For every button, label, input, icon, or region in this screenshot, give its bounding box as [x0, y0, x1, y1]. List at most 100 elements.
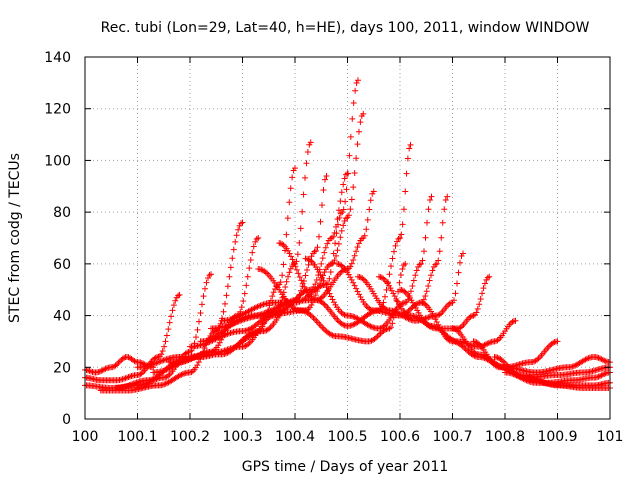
data-point: [179, 371, 186, 378]
data-point: [287, 185, 294, 192]
x-tick-labels: 100 100.1 100.2 100.3 100.4 100.5 100.6 100.7 10…: [72, 429, 624, 445]
data-point: [322, 244, 329, 251]
data-point: [126, 382, 133, 389]
data-point: [386, 271, 393, 278]
data-point: [395, 235, 402, 242]
data-point: [152, 354, 159, 361]
data-point: [292, 165, 298, 172]
data-point: [196, 318, 202, 325]
data-point: [332, 240, 339, 247]
data-point: [274, 304, 281, 311]
data-point: [350, 321, 357, 328]
data-point: [167, 364, 174, 371]
data-point: [318, 260, 325, 267]
data-point: [297, 225, 304, 232]
data-point: [294, 251, 301, 258]
data-point: [397, 235, 403, 241]
data-point: [157, 358, 164, 365]
data-point: [222, 300, 228, 307]
data-point: [138, 370, 145, 377]
data-point: [424, 219, 430, 226]
data-point: [241, 316, 248, 323]
data-point: [328, 235, 335, 241]
data-point: [313, 276, 320, 283]
data-point: [350, 279, 357, 286]
data-point: [293, 266, 300, 273]
data-point: [368, 323, 375, 330]
data-point: [161, 343, 168, 350]
data-point: [319, 274, 325, 281]
data-point: [320, 300, 327, 307]
y-tick-label: 40: [53, 309, 71, 325]
data-point: [446, 300, 453, 307]
data-point: [351, 282, 358, 289]
data-point: [516, 373, 523, 380]
data-point: [325, 262, 332, 269]
data-point: [220, 308, 227, 315]
x-tick-label: 100: [72, 429, 99, 445]
data-point: [460, 250, 466, 257]
data-point: [366, 305, 373, 312]
satellite-track: [523, 374, 613, 391]
data-point: [148, 361, 155, 368]
data-point: [376, 331, 382, 338]
data-point: [96, 368, 103, 375]
data-point: [413, 267, 420, 274]
data-point: [498, 357, 505, 364]
data-point: [345, 212, 352, 219]
data-point: [435, 321, 442, 328]
data-point: [270, 289, 277, 296]
data-point: [160, 357, 167, 364]
data-point: [234, 319, 241, 326]
data-point: [320, 277, 327, 284]
data-point: [290, 259, 297, 266]
data-point: [112, 362, 119, 369]
data-point: [426, 277, 433, 284]
data-point: [357, 119, 364, 126]
data-point: [280, 261, 287, 268]
data-point: [486, 273, 493, 280]
data-point: [109, 364, 116, 371]
data-point: [320, 325, 327, 332]
data-point: [300, 307, 307, 314]
data-point: [328, 331, 335, 338]
data-point: [442, 196, 449, 203]
data-point: [282, 284, 289, 291]
data-point: [155, 353, 162, 360]
data-point: [359, 275, 366, 282]
data-point: [323, 172, 330, 179]
data-point: [598, 356, 605, 363]
data-point: [422, 301, 429, 308]
data-point: [355, 128, 362, 135]
data-point: [315, 284, 322, 291]
data-point: [346, 152, 353, 159]
data-point: [333, 252, 340, 259]
data-point: [240, 316, 247, 323]
data-point: [310, 314, 317, 321]
data-point: [321, 269, 328, 276]
data-point: [130, 380, 137, 387]
data-point: [480, 285, 487, 292]
data-point: [379, 303, 386, 310]
data-point: [206, 272, 213, 279]
data-point: [453, 327, 460, 334]
y-tick-labels: 0 20 40 60 80 100 120 140: [44, 50, 71, 428]
data-point: [355, 240, 362, 247]
data-point: [554, 338, 561, 345]
data-point: [391, 248, 397, 255]
data-point: [116, 358, 123, 365]
data-point: [423, 288, 430, 295]
data-point: [512, 317, 519, 324]
data-point: [330, 259, 337, 266]
y-tick-label: 80: [53, 205, 71, 221]
data-point: [238, 220, 245, 227]
data-point: [421, 248, 427, 255]
data-point: [400, 262, 407, 269]
data-point: [307, 257, 313, 264]
data-point: [299, 208, 306, 215]
data-point: [162, 338, 169, 345]
data-point: [416, 261, 423, 268]
data-point: [338, 262, 345, 269]
data-point: [333, 230, 340, 237]
data-point: [428, 272, 435, 279]
